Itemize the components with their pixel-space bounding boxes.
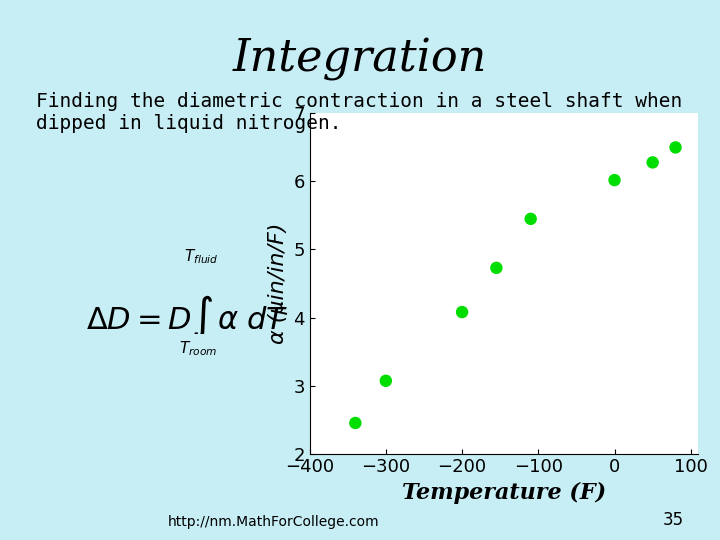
Point	[647, 158, 658, 167]
Point	[609, 176, 621, 184]
Text: 35: 35	[663, 511, 684, 529]
Text: $T_{fluid}$: $T_{fluid}$	[184, 247, 218, 266]
X-axis label: Temperature (F): Temperature (F)	[402, 482, 606, 504]
Point	[490, 264, 502, 272]
Text: $T_{room}$: $T_{room}$	[179, 339, 217, 357]
Point	[670, 143, 681, 152]
Point	[525, 214, 536, 223]
Point	[380, 376, 392, 385]
Text: Integration: Integration	[233, 38, 487, 81]
Text: Finding the diametric contraction in a steel shaft when
dipped in liquid nitroge: Finding the diametric contraction in a s…	[36, 92, 683, 133]
Text: http://nm.MathForCollege.com: http://nm.MathForCollege.com	[168, 515, 379, 529]
Point	[350, 418, 361, 427]
Y-axis label: α (μin/in/F): α (μin/in/F)	[268, 223, 288, 344]
Text: $\Delta D = D \int_{}^{} \alpha \; dT$: $\Delta D = D \int_{}^{} \alpha \; dT$	[86, 293, 289, 333]
Point	[456, 308, 468, 316]
